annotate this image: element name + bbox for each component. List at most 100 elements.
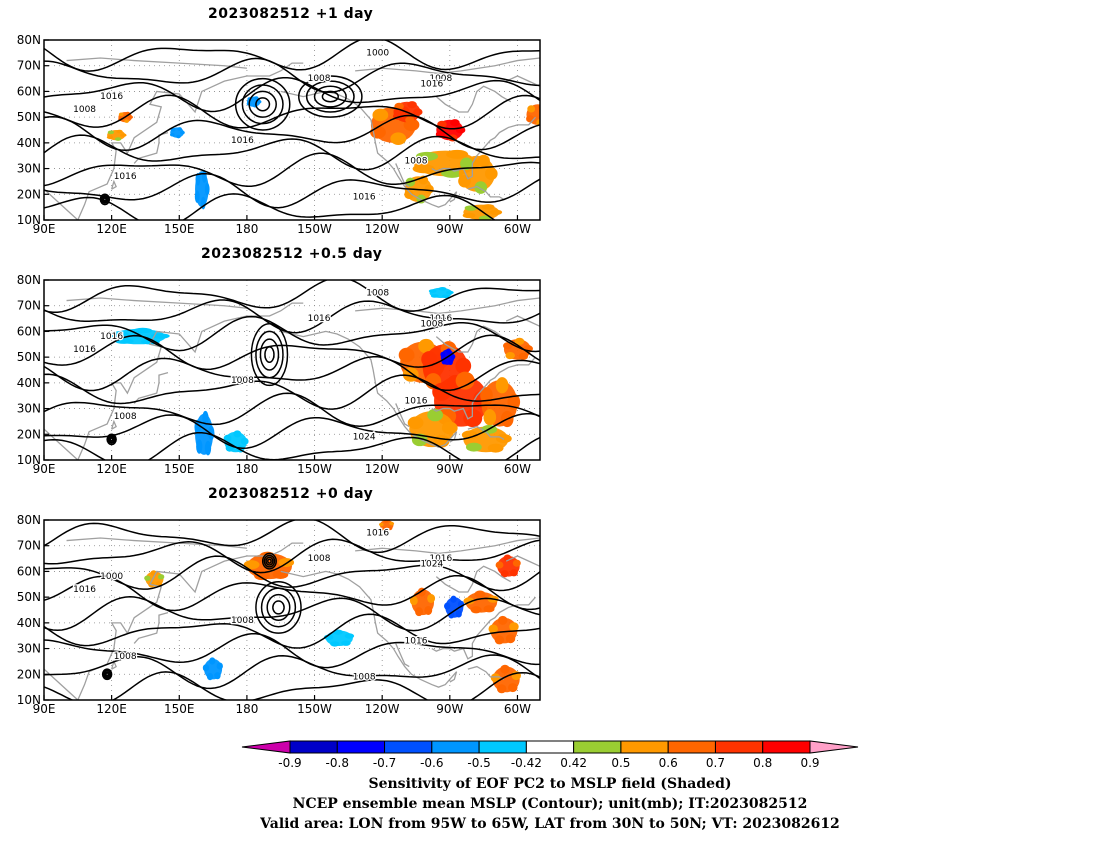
- coastline: [133, 371, 169, 404]
- low-pressure-center: [261, 552, 277, 570]
- contour-label: 1016: [420, 79, 443, 89]
- coastline: [505, 555, 540, 567]
- low-pressure-center: [99, 193, 111, 206]
- isobar: [44, 315, 540, 353]
- coastline: [505, 75, 540, 87]
- lon-tick-label: 90W: [436, 462, 463, 476]
- coastline: [66, 297, 247, 309]
- sensitivity-shade: [378, 520, 395, 531]
- contour-label: 1016: [231, 136, 254, 146]
- isobar: [44, 373, 540, 410]
- isobar: [44, 152, 540, 187]
- contour-label: 1008: [114, 412, 137, 422]
- lat-tick-label: 40N: [17, 616, 41, 630]
- lat-tick-label: 70N: [17, 299, 41, 313]
- isobars: [44, 520, 540, 700]
- isobar: [44, 412, 540, 450]
- colorbar-label: 0.9: [800, 756, 819, 770]
- colorbar-swatch: [762, 740, 811, 754]
- lat-tick-label: 50N: [17, 110, 41, 124]
- isobar: [44, 40, 540, 72]
- colorbar-label: -0.9: [278, 756, 301, 770]
- lon-tick-label: 120E: [96, 702, 127, 716]
- contour-label: 1008: [353, 672, 376, 682]
- isobar: [44, 172, 540, 209]
- contour-label: 1008: [73, 105, 96, 115]
- isobar: [44, 355, 540, 392]
- isobar: [44, 193, 540, 220]
- colorbar-under-arrow: [241, 740, 291, 754]
- isobar: [44, 520, 540, 554]
- lon-tick-label: 90W: [436, 222, 463, 236]
- colorbar-label: -0.7: [373, 756, 396, 770]
- isobar: [44, 280, 540, 314]
- contour-label: 1000: [100, 572, 123, 582]
- sensitivity-shade: [323, 629, 355, 647]
- isobar: [44, 57, 540, 94]
- colorbar-swatch: [384, 740, 433, 754]
- coastline: [435, 85, 512, 113]
- contour-label: 1008: [308, 74, 331, 84]
- low-pressure-center: [234, 77, 291, 131]
- map-panel-1: 1016101610081000100810161008101610081016…: [17, 33, 541, 236]
- colorbar-swatch: [573, 740, 622, 754]
- coastline: [44, 302, 304, 460]
- lon-tick-label: 60W: [504, 222, 531, 236]
- colorbar: -0.9 -0.8 -0.7 -0.6 -0.5 -0.42 0.42 0.5 0.6 0.7 0.…: [241, 740, 859, 770]
- isobar: [44, 76, 540, 113]
- lon-tick-label: 150E: [164, 462, 195, 476]
- contour-label: 1016: [405, 396, 428, 406]
- low-pressure-center: [106, 433, 117, 446]
- isobar: [44, 538, 540, 574]
- colorbar-label: -0.6: [420, 756, 443, 770]
- lon-tick-label: 120W: [365, 222, 400, 236]
- lat-tick-label: 10N: [17, 213, 41, 227]
- lon-tick-label: 120E: [96, 222, 127, 236]
- sensitivity-shade: [170, 127, 185, 139]
- colorbar-label: 0.7: [706, 756, 725, 770]
- coastline: [111, 419, 117, 430]
- lon-tick-label: 150W: [297, 222, 332, 236]
- lon-tick-label: 90E: [33, 702, 56, 716]
- contour-label: 1008: [366, 288, 389, 298]
- low-pressure-center: [250, 322, 289, 387]
- coastline: [395, 163, 410, 188]
- isobar: [44, 94, 540, 130]
- sensitivity-shade: [106, 129, 127, 141]
- coastlines: [44, 537, 540, 700]
- coastline: [435, 325, 512, 353]
- lon-tick-label: 150E: [164, 222, 195, 236]
- contour-label: 1008: [231, 616, 254, 626]
- contour-label: 1016: [114, 172, 137, 182]
- low-pressure-center: [298, 75, 363, 118]
- contour-label: 1016: [429, 314, 452, 324]
- lat-tick-label: 80N: [17, 273, 41, 287]
- coastline: [395, 403, 410, 428]
- lon-tick-label: 90W: [436, 702, 463, 716]
- sensitivity-shade: [462, 204, 503, 220]
- colorbar-swatch: [667, 740, 716, 754]
- coastline: [66, 537, 247, 549]
- lon-tick-label: 180: [235, 222, 258, 236]
- colorbar-label: 0.42: [560, 756, 587, 770]
- isobar: [44, 654, 540, 690]
- panel-title-1: 2023082512 +1 day: [208, 6, 374, 22]
- colorbar-swatch: [478, 740, 527, 754]
- map-frame: [43, 519, 541, 701]
- contour-label: 1024: [353, 432, 376, 442]
- map-frame: [43, 279, 541, 461]
- contour-label: 1008: [420, 319, 443, 329]
- sensitivity-shade: [202, 657, 223, 681]
- low-pressure-center: [255, 580, 302, 634]
- coastline: [280, 570, 458, 688]
- lon-tick-label: 120W: [365, 702, 400, 716]
- colorbar-swatch: [431, 740, 480, 754]
- sensitivity-shade: [409, 587, 436, 617]
- isobar: [44, 596, 540, 632]
- lat-tick-label: 70N: [17, 539, 41, 553]
- coastlines: [44, 297, 540, 460]
- lat-tick-label: 60N: [17, 564, 41, 578]
- isobar: [44, 299, 540, 334]
- contour-label: 1016: [366, 528, 389, 538]
- colorbar-label: -0.8: [326, 756, 349, 770]
